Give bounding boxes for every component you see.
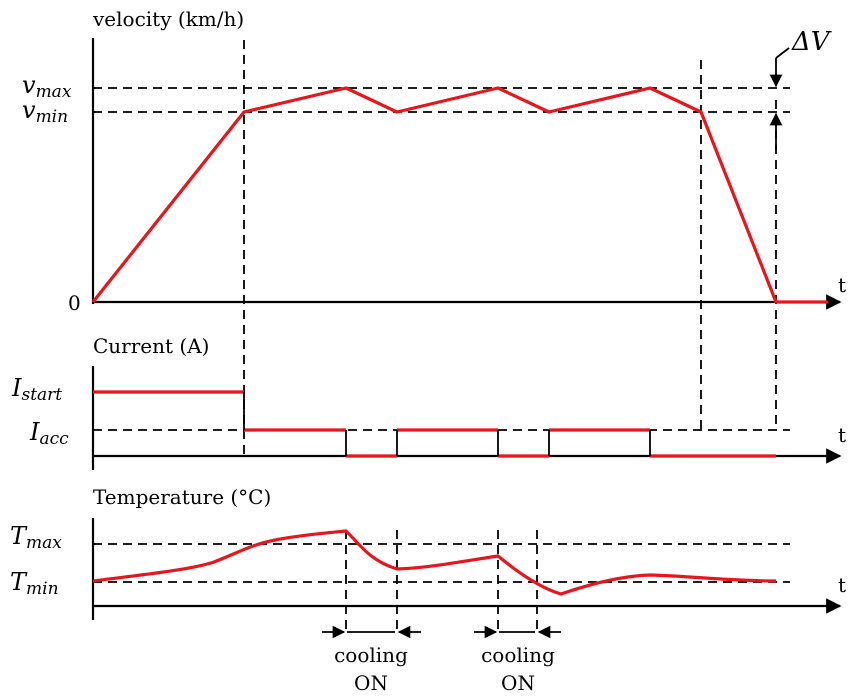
vmax-label: vmax	[22, 71, 72, 102]
cooling2-label-line1: cooling	[481, 643, 555, 667]
temperature-t-label: t	[838, 573, 846, 597]
current-title: Current (A)	[93, 334, 209, 358]
velocity-title: velocity (km/h)	[92, 7, 244, 31]
velocity-panel: velocity (km/h) t 0 vmax vmin ΔV	[22, 7, 846, 315]
cooling2-label-line2: ON	[501, 671, 535, 695]
istart-label: Istart	[11, 374, 62, 405]
velocity-t-label: t	[838, 273, 846, 297]
cooling1-label-line1: cooling	[334, 643, 408, 667]
temperature-title: Temperature (°C)	[93, 485, 271, 509]
cooling1-label-line2: ON	[354, 671, 388, 695]
delta-v-label: ΔV	[791, 27, 832, 57]
current-panel: Current (A) t Istart Iacc	[11, 334, 846, 470]
velocity-zero-label: 0	[68, 291, 81, 315]
cooling-indicator-2: cooling ON	[474, 625, 561, 695]
delta-v-leader	[775, 47, 790, 59]
tmax-label: Tmax	[10, 522, 62, 553]
vmin-label: vmin	[22, 96, 68, 127]
cooling-indicator-1: cooling ON	[322, 625, 421, 695]
temperature-panel: Temperature (°C) t Tmax Tmin	[10, 485, 846, 620]
temperature-curve	[92, 529, 777, 596]
tmin-label: Tmin	[10, 568, 59, 599]
iacc-label: Iacc	[29, 418, 69, 449]
current-t-label: t	[838, 423, 846, 447]
velocity-curve	[91, 86, 828, 304]
